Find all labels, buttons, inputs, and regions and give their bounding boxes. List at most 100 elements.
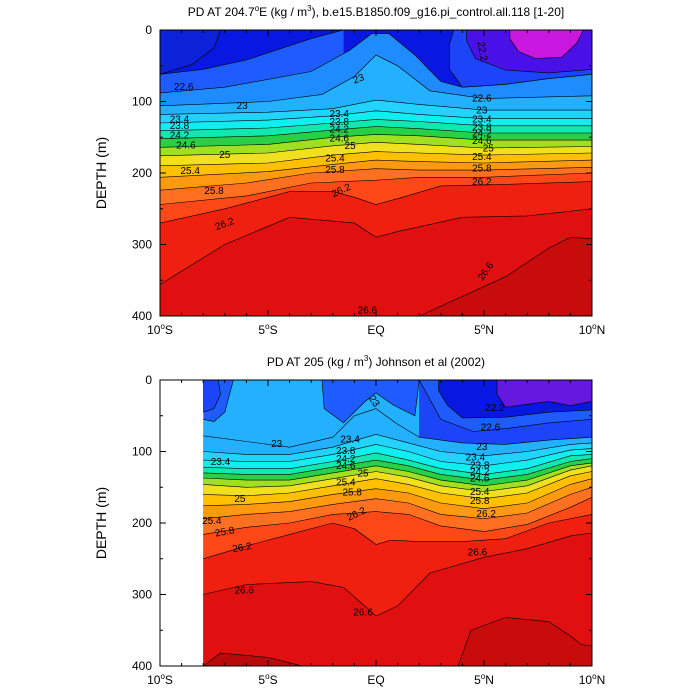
- contour-panel-2: 23 22.222.623 2323.423.423.824.224.62525.4…: [93, 354, 605, 687]
- contour-label: 26.6: [358, 306, 378, 317]
- contour-label: 23.4: [340, 435, 360, 446]
- isoline-23-5: [203, 444, 592, 467]
- contour-label: 23.4: [472, 115, 492, 126]
- contour-label: 26.2: [232, 541, 254, 555]
- x-tick-label: EQ: [367, 323, 384, 337]
- contour-label: 22.2: [475, 41, 489, 63]
- x-tick-label: 5oS: [258, 672, 277, 687]
- isoline-25-4: [203, 471, 592, 500]
- isoline-25-6: [203, 478, 592, 510]
- contour-label: 24.6: [330, 133, 350, 144]
- contour-label: 25.8: [472, 163, 492, 174]
- y-tick-label: 200: [132, 166, 152, 180]
- contour-label: 23: [271, 439, 283, 450]
- x-tick-label: 5oN: [474, 672, 494, 687]
- contour-label: 25: [345, 141, 357, 152]
- contour-label: 23: [352, 72, 367, 86]
- contour-label: 25.8: [343, 488, 363, 499]
- isoline-26: [160, 172, 592, 205]
- density-patch-22-1: [160, 30, 221, 75]
- contour-label: 23.4: [170, 115, 190, 126]
- x-tick-label: 5oN: [474, 322, 494, 337]
- contour-label: 25: [234, 494, 246, 505]
- isoline-25-4: [160, 151, 592, 167]
- isoline-25-6: [160, 159, 592, 178]
- contour-label: 23.4: [330, 109, 350, 120]
- contour-label: 24.2: [336, 454, 356, 465]
- contour-label: 25.4: [181, 166, 201, 177]
- contour-label: 25.4: [472, 152, 492, 163]
- isoline-25-8: [160, 167, 592, 191]
- contour-panel-1: 22.222.6232322.62323.423.824.224.62525.4…: [93, 4, 605, 337]
- contour-label: 23: [476, 105, 488, 116]
- density-band-26-6: [160, 237, 592, 316]
- isoline-25-8: [203, 487, 592, 520]
- x-tick-label: 10oS: [147, 672, 173, 687]
- y-axis-label: DEPTH (m): [93, 487, 109, 559]
- isoline-24-8: [203, 462, 592, 487]
- contour-fill-area: [160, 30, 592, 316]
- y-tick-label: 300: [132, 238, 152, 252]
- contour-label: 25: [483, 143, 495, 154]
- contour-label: 23.8: [472, 123, 492, 134]
- contour-label: 23.8: [336, 446, 356, 457]
- isoline-24-6: [160, 126, 592, 139]
- contour-label: 24.2: [470, 467, 490, 478]
- contour-label: 24.2: [330, 125, 350, 136]
- isoline-26-6: [160, 236, 592, 316]
- isoline-22-5: [418, 380, 592, 432]
- x-tick-label: 10oN: [579, 322, 605, 337]
- contour-label: 25.4: [336, 478, 356, 489]
- contour-label: 26.6: [235, 586, 255, 597]
- isoline-22-7: [203, 380, 420, 424]
- contour-label: 23.4: [211, 457, 231, 468]
- contour-label: 22.6: [174, 82, 194, 93]
- isoline-23-1: [160, 54, 592, 107]
- density-patch-21-9: [509, 30, 584, 59]
- isoline-26: [203, 497, 592, 535]
- contour-label: 22.2: [485, 403, 505, 414]
- contour-label: 25: [219, 150, 231, 161]
- y-tick-label: 200: [132, 516, 152, 530]
- isoline-24-2: [160, 119, 592, 132]
- contour-label: 22.6: [472, 93, 492, 104]
- contour-label: 25.4: [202, 516, 222, 527]
- isoline-23-2: [203, 433, 592, 457]
- contour-label: 26.2: [472, 177, 492, 188]
- isoline-23-8: [160, 110, 592, 124]
- isoline-23: [203, 408, 592, 448]
- contour-label: 25.4: [470, 487, 490, 498]
- contour-label: 25.8: [214, 525, 236, 539]
- isoline-23-4: [160, 99, 592, 115]
- contour-label: 25.8: [470, 496, 490, 507]
- isoline-25-1: [203, 465, 592, 492]
- contour-label: 26.6: [468, 548, 488, 559]
- x-tick-label: 10oS: [147, 322, 173, 337]
- contour-label: 23.8: [330, 117, 350, 128]
- contour-label: 24.6: [176, 140, 196, 151]
- isoline-25-2: [160, 141, 592, 157]
- isoline-26-4: [203, 532, 592, 617]
- contour-label: 24.6: [336, 461, 356, 472]
- isoline-24-4: [203, 458, 592, 481]
- contour-label: 24.6: [472, 136, 492, 147]
- density-patch-22-4: [203, 380, 221, 413]
- isoline-22-6: [160, 30, 344, 75]
- contour-label: 25.4: [325, 153, 345, 164]
- isoline-26-6: [457, 617, 592, 666]
- contour-label: 23.4: [466, 453, 486, 464]
- contour-label: 22.6: [481, 423, 501, 434]
- y-tick-label: 100: [132, 445, 152, 459]
- density-patch-26-8: [203, 652, 303, 666]
- y-axis-label: DEPTH (m): [93, 137, 109, 209]
- contour-label: 23: [476, 442, 488, 453]
- y-tick-label: 0: [145, 23, 152, 37]
- contour-label: 24.2: [170, 130, 190, 141]
- isoline-26-4: [160, 208, 592, 285]
- y-tick-label: 400: [132, 309, 152, 323]
- contour-label: 23.8: [470, 460, 490, 471]
- contour-label: 23: [237, 101, 249, 112]
- contour-label: 26.2: [476, 509, 496, 520]
- contour-label: 25.8: [204, 186, 224, 197]
